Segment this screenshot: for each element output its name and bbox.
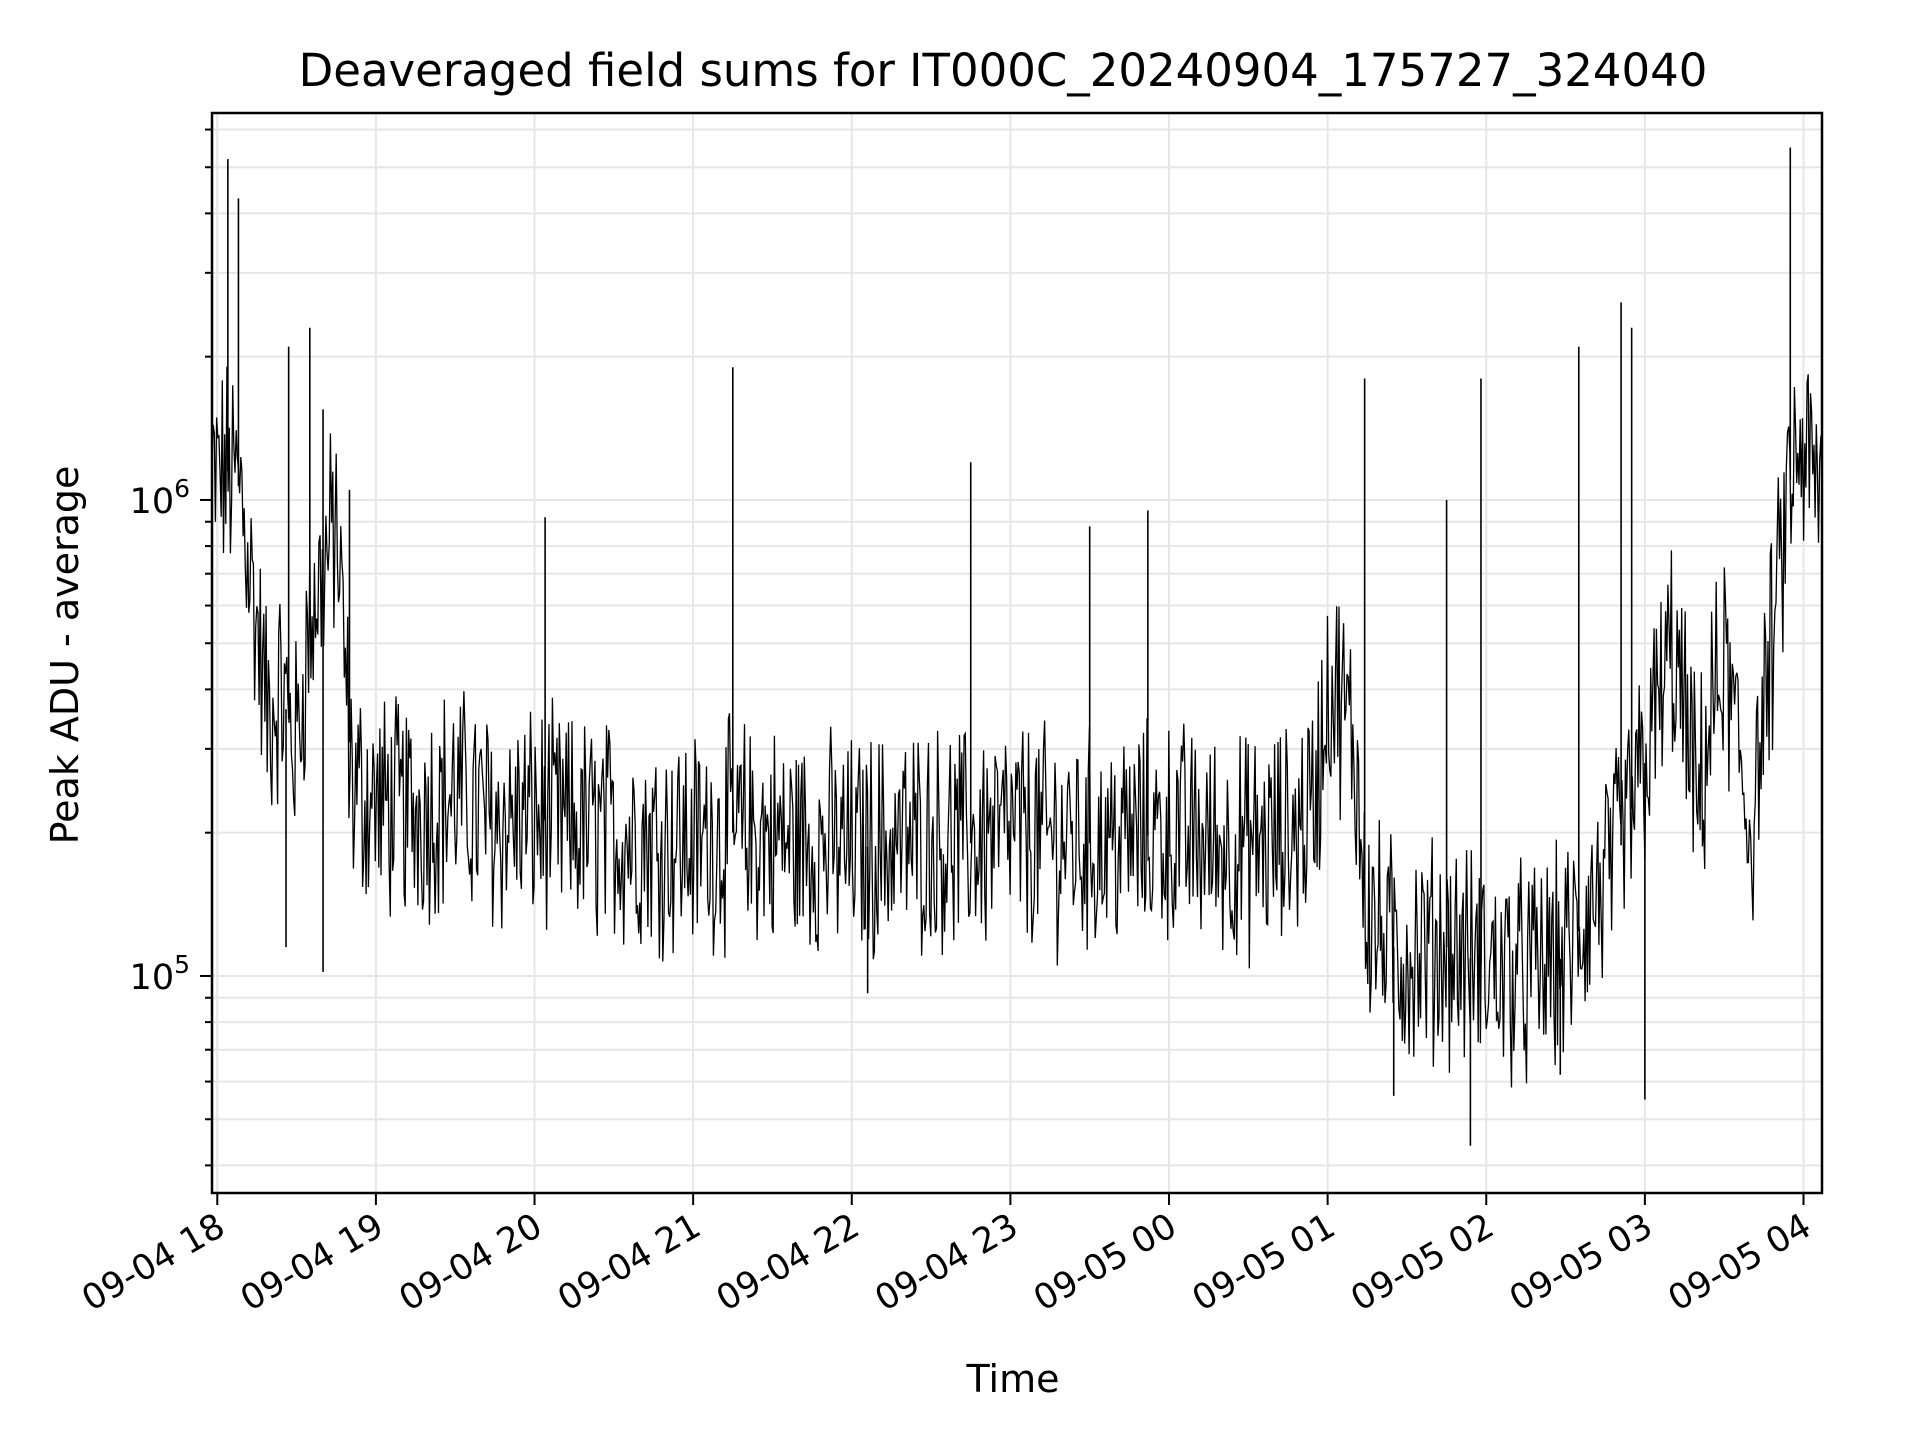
grid xyxy=(212,113,1822,1193)
series-line xyxy=(211,366,1823,1088)
x-axis-label: Time xyxy=(966,1357,1060,1401)
y-axis-label: Peak ADU - average xyxy=(43,466,87,845)
plot-frame xyxy=(210,111,1824,1195)
chart-title: Deaveraged field sums for IT000C_2024090… xyxy=(299,44,1708,97)
y-tick-label: 106 xyxy=(130,474,190,522)
y-tick-label: 105 xyxy=(130,950,190,998)
series-layer xyxy=(211,147,1823,1146)
